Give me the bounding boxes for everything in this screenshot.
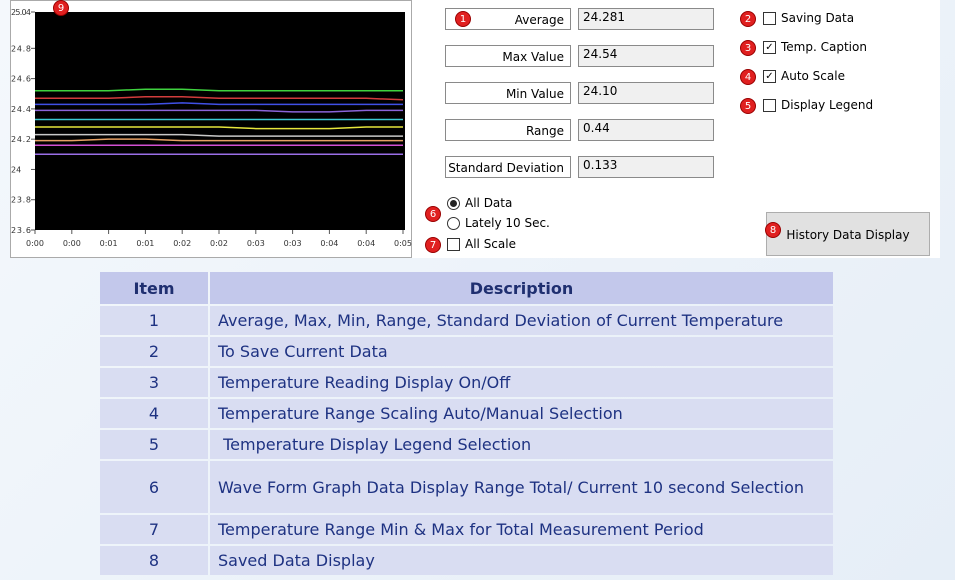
stat-label: Min Value [445, 82, 571, 104]
item-table: Item Description 1 Average, Max, Min, Rang… [98, 270, 835, 577]
item-cell: 4 [100, 399, 208, 428]
stat-value: 0.44 [578, 119, 714, 141]
y-tick-label: 24.2 [11, 135, 31, 144]
description-cell: To Save Current Data [210, 337, 833, 366]
option-label: All Data [465, 196, 513, 210]
radio[interactable] [447, 196, 460, 210]
description-cell: Temperature Display Legend Selection [210, 430, 833, 459]
option-label: Saving Data [781, 11, 855, 25]
description-cell: Saved Data Display [210, 546, 833, 575]
table-row: 5 Temperature Display Legend Selection [100, 430, 833, 459]
marker-badge: 8 [765, 222, 781, 238]
x-tick-label: 0:03 [284, 239, 302, 248]
stat-label: Range [445, 119, 571, 141]
checkbox-option[interactable]: Saving Data [763, 11, 854, 25]
table-row: 7 Temperature Range Min & Max for Total M… [100, 515, 833, 544]
checkbox-option[interactable]: Display Legend [763, 98, 873, 112]
table-row: 4 Temperature Range Scaling Auto/Manual S… [100, 399, 833, 428]
header-cell: Description [210, 272, 833, 304]
marker-badge: 1 [455, 11, 471, 27]
item-cell: 6 [100, 461, 208, 513]
x-tick-label: 0:02 [210, 239, 228, 248]
description-cell: Average, Max, Min, Range, Standard Devia… [210, 306, 833, 335]
series-line [35, 133, 403, 137]
marker-badge: 3 [740, 40, 756, 56]
checkbox-option[interactable]: All Scale [447, 237, 516, 251]
stat-value: 24.10 [578, 82, 714, 104]
x-tick-label: 0:00 [26, 239, 44, 248]
header-row: Item Description [100, 272, 833, 304]
item-cell: 1 [100, 306, 208, 335]
item-cell: 2 [100, 337, 208, 366]
description-cell: Temperature Reading Display On/Off [210, 368, 833, 397]
item-cell: 5 [100, 430, 208, 459]
option-label: Display Legend [781, 98, 874, 112]
item-cell: 7 [100, 515, 208, 544]
x-tick-label: 0:01 [136, 239, 154, 248]
description-cell: Temperature Range Scaling Auto/Manual Se… [210, 399, 833, 428]
description-cell: Wave Form Graph Data Display Range Total… [210, 461, 833, 513]
graph: 25.04 24.8 24.6 24.4 24.2 24 23.8 23.6 0:00 0:00 0… [10, 0, 412, 258]
radio-option[interactable]: All Data [447, 196, 512, 210]
x-tick-label: 0:01 [100, 239, 118, 248]
header-cell: Item [100, 272, 208, 304]
stat-label: Standard Deviation [445, 156, 571, 178]
checkbox[interactable] [763, 98, 776, 112]
x-tick-label: 0:04 [320, 239, 338, 248]
checkbox[interactable] [763, 11, 776, 25]
marker-badge: 9 [53, 0, 69, 16]
x-tick-label: 0:05 [394, 239, 412, 248]
y-tick-label: 24 [11, 165, 21, 174]
marker-badge: 2 [740, 11, 756, 27]
x-tick-label: 0:02 [173, 239, 191, 248]
table-row: 1 Average, Max, Min, Range, Standard Devi… [100, 306, 833, 335]
series-line [35, 126, 403, 130]
option-label: All Scale [465, 237, 516, 251]
series-line [35, 96, 404, 101]
marker-badge: 5 [740, 98, 756, 114]
series-line [35, 109, 403, 113]
y-tick-label: 24.4 [11, 105, 31, 114]
y-tick-label: 23.6 [11, 226, 31, 235]
y-tick-label: 23.8 [11, 196, 31, 205]
table-row: 2 To Save Current Data [100, 337, 833, 366]
x-tick-label: 0:00 [63, 239, 81, 248]
series-line [35, 138, 403, 142]
table-row: 6 Wave Form Graph Data Display Range Tota… [100, 461, 833, 513]
series-line [35, 88, 403, 92]
marker-badge: 4 [740, 69, 756, 85]
table-row: 8 Saved Data Display [100, 546, 833, 575]
marker-badge: 6 [425, 206, 441, 222]
option-label: Auto Scale [781, 69, 845, 83]
radio-dot [450, 199, 457, 207]
description-cell: Temperature Range Min & Max for Total Me… [210, 515, 833, 544]
option-label: Lately 10 Sec. [465, 216, 550, 230]
y-tick-label: 24.6 [11, 75, 31, 84]
history-button[interactable]: History Data Display [766, 212, 930, 256]
checkbox-option[interactable]: ✓ Auto Scale [763, 69, 845, 83]
stat-value: 24.281 [578, 8, 714, 30]
y-tick-label: 25.04 [11, 8, 31, 17]
series-line [35, 102, 403, 106]
plot-area [35, 12, 405, 230]
y-tick-label: 24.8 [11, 44, 31, 53]
stat-label: Average [445, 8, 571, 30]
checkbox-option[interactable]: ✓ Temp. Caption [763, 40, 867, 54]
radio[interactable] [447, 216, 460, 230]
checkbox[interactable]: ✓ [763, 69, 776, 83]
option-label: Temp. Caption [781, 40, 867, 54]
item-cell: 3 [100, 368, 208, 397]
radio-option[interactable]: Lately 10 Sec. [447, 216, 550, 230]
item-cell: 8 [100, 546, 208, 575]
stat-value: 0.133 [578, 156, 714, 178]
marker-badge: 7 [425, 237, 441, 253]
checkbox[interactable] [447, 237, 460, 251]
stat-value: 24.54 [578, 45, 714, 67]
x-tick-label: 0:03 [247, 239, 265, 248]
stat-label: Max Value [445, 45, 571, 67]
x-tick-label: 0:04 [357, 239, 375, 248]
table-row: 3 Temperature Reading Display On/Off [100, 368, 833, 397]
checkbox[interactable]: ✓ [763, 40, 776, 54]
